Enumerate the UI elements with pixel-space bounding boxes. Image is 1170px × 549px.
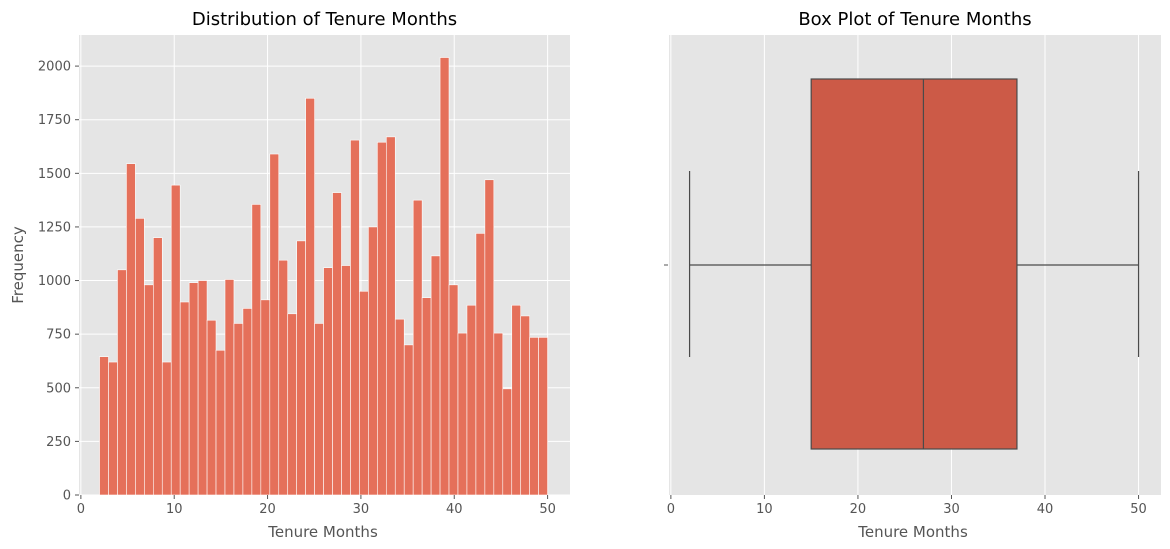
histogram-bar	[403, 344, 414, 496]
histogram-bar	[233, 323, 244, 496]
histogram-bar	[368, 226, 378, 496]
histogram-bar	[197, 280, 208, 496]
histogram-bar	[421, 297, 432, 496]
histogram-bar	[296, 240, 306, 496]
histogram-y-tick-label: 500	[46, 381, 71, 396]
histogram-bar	[394, 318, 405, 496]
histogram-x-axis-label: Tenure Months	[267, 523, 378, 541]
histogram-bar	[385, 136, 396, 496]
histogram-y-tick-label: 1750	[38, 113, 71, 128]
histogram-bar	[135, 218, 145, 496]
boxplot-x-tick-label: 0	[667, 502, 675, 517]
histogram-bar	[305, 97, 315, 496]
histogram-bar	[179, 301, 190, 496]
histogram-bar	[439, 57, 450, 496]
histogram-bar	[538, 337, 548, 496]
histogram-bar	[242, 308, 253, 496]
histogram-x-tick-label: 50	[539, 502, 556, 517]
histogram-y-tick-label: 250	[46, 435, 71, 450]
boxplot-x-axis-label: Tenure Months	[857, 523, 968, 541]
histogram-bar	[144, 284, 154, 496]
histogram-bar	[108, 361, 118, 496]
histogram-bar	[287, 313, 297, 496]
histogram-y-tick-label: 1250	[38, 220, 71, 235]
histogram-bar	[412, 199, 423, 496]
boxplot-marks	[688, 78, 1140, 450]
histogram-bar	[448, 284, 459, 496]
histogram-y-ticks: 0 250 500 750 1000 1250 1500 1750 2000	[38, 60, 79, 504]
histogram-x-tick-label: 30	[353, 502, 370, 517]
histogram-bar	[341, 265, 351, 496]
boxplot-x-tick-label: 20	[850, 502, 867, 517]
histogram-bar	[475, 233, 486, 496]
histogram-bar	[430, 255, 441, 496]
histogram-bar	[484, 179, 495, 496]
boxplot-x-tick-label: 10	[756, 502, 773, 517]
histogram-bar	[323, 267, 333, 496]
histogram-panel: 0 10 20 30 40 50 0 250 500 750 1000 1250 1500 1750 20…	[9, 9, 570, 541]
histogram-bar	[251, 204, 262, 496]
histogram-x-tick-label: 10	[166, 502, 183, 517]
histogram-bar	[502, 388, 513, 496]
histogram-bar	[117, 269, 127, 496]
histogram-y-tick-label: 2000	[38, 60, 71, 75]
histogram-bar	[161, 361, 172, 496]
histogram-bar	[188, 282, 199, 496]
histogram-y-tick-label: 1000	[38, 274, 71, 289]
histogram-bar	[215, 349, 226, 496]
histogram-y-tick-label: 750	[46, 328, 71, 343]
boxplot-box	[810, 78, 1018, 450]
boxplot-x-tick-label: 50	[1130, 502, 1147, 517]
histogram-bar	[332, 192, 342, 496]
boxplot-x-tick-label: 30	[943, 502, 960, 517]
histogram-bar	[350, 139, 360, 496]
histogram-x-tick-label: 40	[446, 502, 463, 517]
histogram-x-ticks: 0 10 20 30 40 50	[77, 495, 556, 517]
histogram-title: Distribution of Tenure Months	[192, 9, 457, 30]
histogram-x-tick-label: 0	[77, 502, 85, 517]
histogram-bar	[278, 259, 289, 496]
histogram-y-tick-label: 0	[63, 489, 71, 504]
histogram-y-axis-label: Frequency	[9, 226, 27, 304]
boxplot-x-ticks: 0 10 20 30 40 50	[667, 495, 1147, 517]
histogram-bar	[269, 153, 280, 496]
histogram-bar	[493, 332, 504, 496]
histogram-bar	[170, 184, 181, 496]
histogram-bar	[153, 237, 163, 496]
histogram-bar	[359, 290, 369, 496]
histogram-bar	[529, 337, 539, 496]
boxplot-title: Box Plot of Tenure Months	[798, 9, 1031, 30]
histogram-bar	[520, 315, 530, 496]
histogram-bar	[99, 356, 109, 496]
histogram-bar	[224, 279, 235, 496]
histogram-bar	[377, 141, 387, 496]
histogram-bar	[260, 299, 271, 496]
histogram-bar	[314, 323, 324, 496]
histogram-bar	[206, 319, 217, 496]
histogram-bars	[99, 57, 548, 496]
histogram-bar	[511, 304, 522, 496]
histogram-x-tick-label: 20	[259, 502, 276, 517]
histogram-bar	[466, 304, 477, 496]
boxplot-panel: 0 10 20 30 40 50 Box Plot of Tenure Months Te…	[664, 9, 1161, 541]
boxplot-x-tick-label: 40	[1037, 502, 1054, 517]
histogram-bar	[457, 332, 468, 496]
histogram-y-tick-label: 1500	[38, 167, 71, 182]
histogram-bar	[126, 163, 136, 496]
